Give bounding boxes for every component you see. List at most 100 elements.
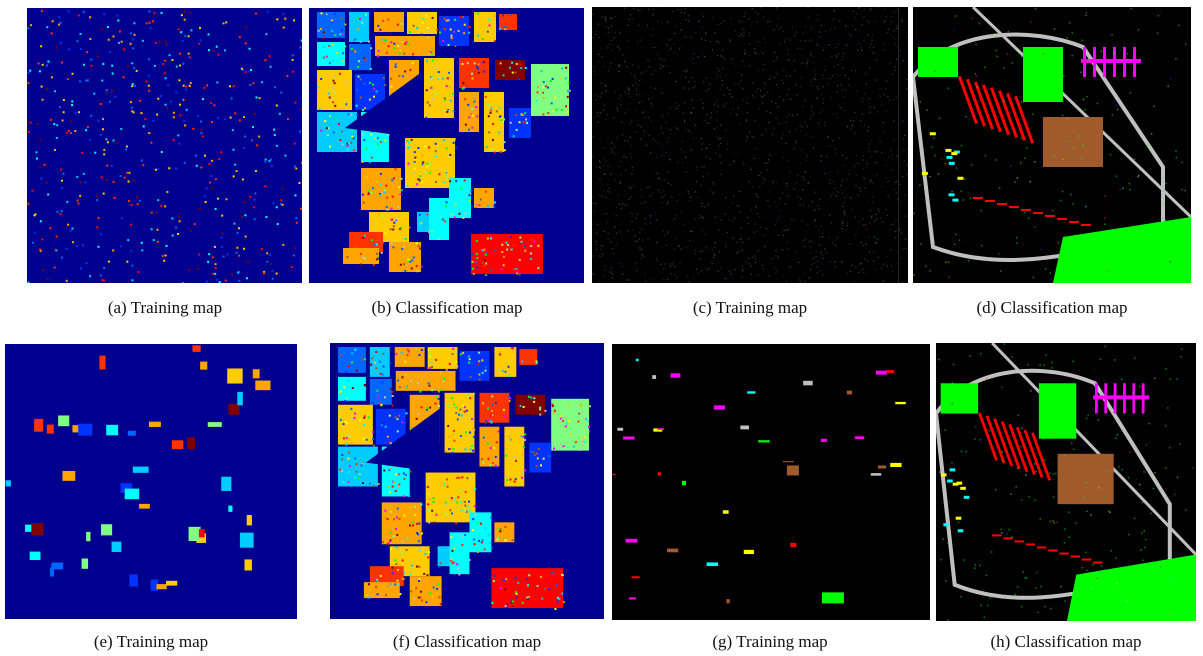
training-block-25 [58, 415, 70, 427]
diagonal-road [365, 408, 440, 473]
training-block-4 [743, 549, 754, 555]
training-block-34 [207, 422, 222, 427]
panel-c-training-map [592, 7, 908, 283]
field-26 [494, 522, 515, 543]
caption-f-label: (f) [392, 632, 410, 651]
panel-b-classification-map [309, 8, 584, 283]
training-block-5 [706, 562, 719, 567]
training-block-2 [196, 533, 207, 543]
field-28 [349, 232, 383, 252]
training-block-32 [148, 421, 161, 427]
image-f [330, 343, 604, 619]
image-e [5, 344, 297, 619]
field-3 [427, 346, 458, 369]
panel-d-classification-map [913, 7, 1191, 283]
field-4 [459, 350, 490, 381]
training-block-12 [628, 597, 636, 600]
caption-d: (d) Classification map [902, 298, 1202, 318]
field-17 [317, 112, 357, 152]
field-22 [381, 502, 422, 545]
caption-f-text: Classification map [414, 632, 542, 651]
image-background [612, 344, 930, 620]
field-20 [484, 92, 504, 152]
panel-h-classification-map [936, 343, 1196, 621]
image-background [27, 8, 302, 283]
training-block-13 [156, 584, 167, 590]
field-25 [449, 178, 471, 218]
training-block-23 [612, 473, 616, 476]
caption-f: (f) Classification map [317, 632, 617, 652]
meadow-bottom-right [1053, 217, 1191, 283]
training-block-39 [166, 580, 178, 586]
training-block-16 [188, 526, 201, 542]
training-block-40 [237, 391, 243, 406]
training-block-31 [99, 355, 106, 370]
training-block-7 [29, 551, 41, 561]
training-block-9 [228, 505, 233, 512]
training-block-33 [657, 428, 665, 430]
training-block-20 [890, 462, 902, 467]
image-d [913, 7, 1191, 283]
caption-h: (h) Classification map [916, 632, 1203, 652]
training-block-8 [49, 567, 55, 577]
training-block-41 [255, 380, 271, 391]
field-28 [369, 566, 404, 587]
field-22 [361, 168, 401, 210]
training-block-25 [740, 425, 749, 430]
training-block-30 [657, 472, 661, 476]
training-block-30 [78, 423, 93, 436]
training-block-35 [34, 418, 44, 432]
training-block-22 [46, 424, 54, 434]
field-30 [491, 568, 564, 609]
field-19 [479, 426, 500, 467]
training-block-meadow [821, 592, 844, 604]
training-block-10 [652, 375, 657, 379]
field-5 [474, 12, 496, 42]
training-block-19 [681, 480, 686, 486]
training-block-20 [5, 480, 11, 487]
field-31 [449, 532, 470, 575]
training-block-19 [86, 531, 91, 542]
field-8 [349, 44, 371, 70]
training-block-14 [239, 532, 254, 548]
training-block-28 [192, 345, 201, 352]
caption-c-text: Training map [715, 298, 808, 317]
field-29 [343, 248, 379, 264]
image-c [592, 7, 908, 283]
field-7 [317, 42, 345, 66]
field-17 [337, 446, 378, 487]
bare-soil [1043, 117, 1103, 167]
training-block-45 [252, 369, 260, 379]
meadow-center [1038, 383, 1077, 439]
bare-soil [1057, 453, 1114, 505]
field-6 [499, 14, 517, 30]
caption-a-text: Training map [130, 298, 223, 317]
training-block-17 [653, 428, 663, 432]
training-block-3 [244, 559, 252, 571]
caption-g-label: (g) [712, 632, 733, 651]
caption-h-text: Classification map [1014, 632, 1142, 651]
training-block-7 [623, 436, 635, 440]
image-g [612, 344, 930, 620]
training-block-29 [803, 380, 813, 386]
field-13 [424, 58, 454, 118]
image-b [309, 8, 584, 283]
caption-e: (e) Training map [1, 632, 301, 652]
training-block-10 [120, 483, 133, 493]
field-15 [495, 60, 525, 80]
image-background [5, 344, 297, 619]
training-block-24 [106, 424, 119, 436]
panel-e-training-map [5, 344, 297, 619]
field-32 [409, 576, 442, 607]
field-13 [444, 392, 475, 453]
caption-b-text: Classification map [395, 298, 523, 317]
training-block-37 [227, 368, 243, 384]
training-block-28 [722, 510, 729, 514]
training-block-soil [786, 465, 799, 476]
training-block-23 [124, 488, 140, 500]
training-block-6 [51, 562, 64, 570]
training-block-11 [246, 515, 252, 526]
field-19 [459, 92, 479, 132]
training-block-29 [62, 470, 76, 481]
training-block-13 [713, 405, 725, 410]
